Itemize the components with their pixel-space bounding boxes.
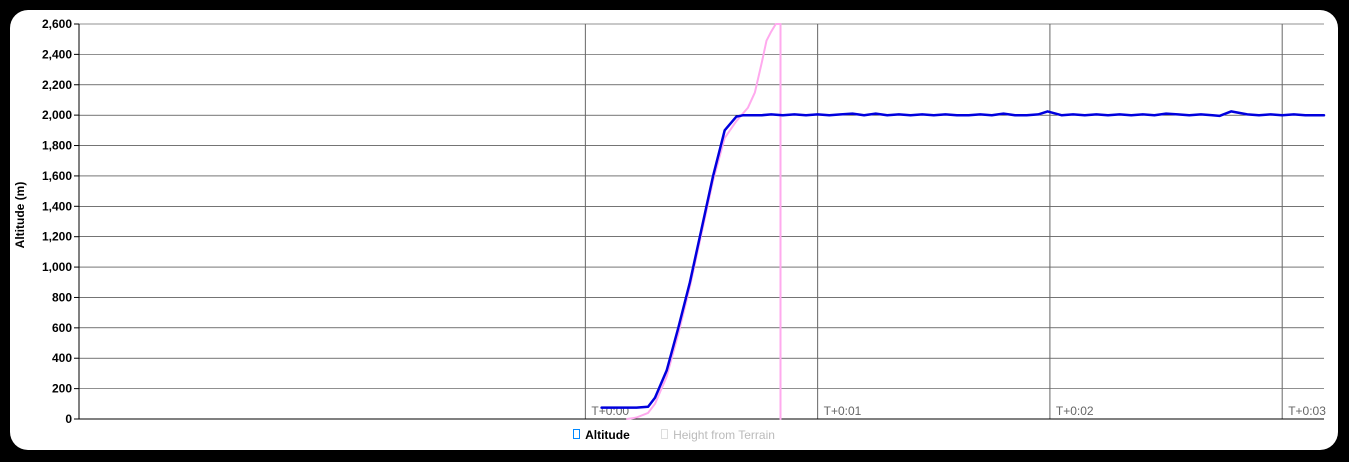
series-layer [600,23,1326,420]
y-tick-label: 600 [52,321,72,335]
series-line-altitude [600,110,1326,409]
legend-item-altitude[interactable]: Altitude [573,428,630,442]
series-line-height-from-terrain [626,23,782,420]
legend: Altitude Height from Terrain [10,428,1338,442]
y-tick-label: 2,200 [42,78,72,92]
y-tick-label: 1,600 [42,169,72,183]
x-tick-label: T+0:00 [591,404,629,418]
legend-item-height-from-terrain[interactable]: Height from Terrain [661,428,775,442]
x-tick-label: T+0:01 [824,404,862,418]
y-tick-label: 2,400 [42,47,72,61]
legend-label-height-from-terrain: Height from Terrain [673,428,775,442]
x-tick-label: T+0:02 [1056,404,1094,418]
y-tick-label: 1,400 [42,199,72,213]
legend-label-altitude: Altitude [585,428,630,442]
chart-panel: 0 200 400 600 800 1,000 1,200 1,400 1,600 1,800 2,… [10,10,1338,450]
y-tick-label: 0 [65,412,72,426]
y-tick-label: 800 [52,290,72,304]
altitude-chart: 0 200 400 600 800 1,000 1,200 1,400 1,600 1,800 2,… [13,17,1326,426]
y-tick-label: 400 [52,351,72,365]
axes: 0 200 400 600 800 1,000 1,200 1,400 1,600 1,800 2,… [42,17,1326,426]
gridlines [79,23,1324,420]
y-tick-label: 2,000 [42,108,72,122]
x-tick-label: T+0:03 [1288,404,1326,418]
y-tick-label: 2,600 [42,17,72,31]
legend-swatch-altitude [573,429,581,439]
y-tick-label: 200 [52,382,72,396]
legend-swatch-height-from-terrain [661,429,669,439]
y-tick-label: 1,800 [42,139,72,153]
y-tick-label: 1,200 [42,230,72,244]
y-tick-label: 1,000 [42,260,72,274]
y-axis-label: Altitude (m) [13,182,27,249]
